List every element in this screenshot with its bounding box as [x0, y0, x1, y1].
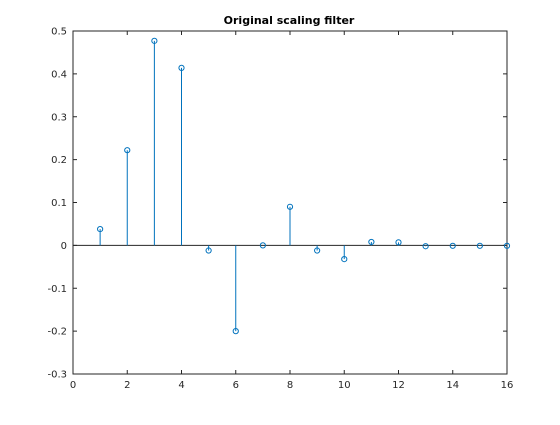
stem-marker — [178, 64, 185, 71]
stem-marker — [368, 238, 375, 246]
y-axis-ticks: -0.3 -0.2 -0.1 0 0.1 0.2 0.3 0.4 0.5 — [47, 27, 507, 381]
x-tick-label: 14 — [446, 380, 459, 391]
x-tick-label: 6 — [233, 380, 239, 391]
stem-marker — [503, 242, 511, 249]
x-tick-label: 16 — [501, 380, 514, 391]
y-tick-label: -0.3 — [47, 370, 67, 381]
y-tick-label: 0 — [61, 241, 67, 252]
x-tick-label: 2 — [124, 380, 130, 391]
x-axis-ticks: 0 2 4 6 8 10 12 14 16 — [70, 31, 514, 391]
y-tick-label: -0.2 — [47, 327, 67, 338]
stem-marker — [124, 147, 131, 154]
x-tick-label: 10 — [338, 380, 351, 391]
chart-title: Original scaling filter — [224, 14, 355, 27]
stem-marker — [286, 203, 294, 210]
stem-marker — [259, 242, 266, 249]
stem-marker — [395, 239, 402, 246]
x-tick-label: 12 — [392, 380, 405, 391]
stem-series — [97, 37, 511, 335]
stem-marker — [341, 255, 348, 263]
stem-marker — [476, 242, 483, 249]
stem-marker — [232, 328, 239, 335]
stem-marker — [422, 243, 429, 250]
x-tick-label: 0 — [70, 380, 76, 391]
stem-marker — [205, 247, 212, 254]
x-tick-label: 4 — [178, 380, 184, 391]
y-tick-label: 0.2 — [51, 155, 67, 166]
stem-marker — [449, 242, 456, 249]
stem-marker — [151, 37, 158, 44]
y-tick-label: 0.5 — [51, 27, 67, 38]
y-tick-label: 0.4 — [51, 69, 67, 80]
x-tick-label: 8 — [287, 380, 293, 391]
y-tick-label: 0.1 — [51, 198, 67, 209]
y-tick-label: -0.1 — [47, 284, 67, 295]
stem-marker — [314, 247, 321, 254]
y-tick-label: 0.3 — [51, 112, 67, 123]
plot-area — [72, 30, 508, 375]
stem-marker — [97, 225, 104, 233]
